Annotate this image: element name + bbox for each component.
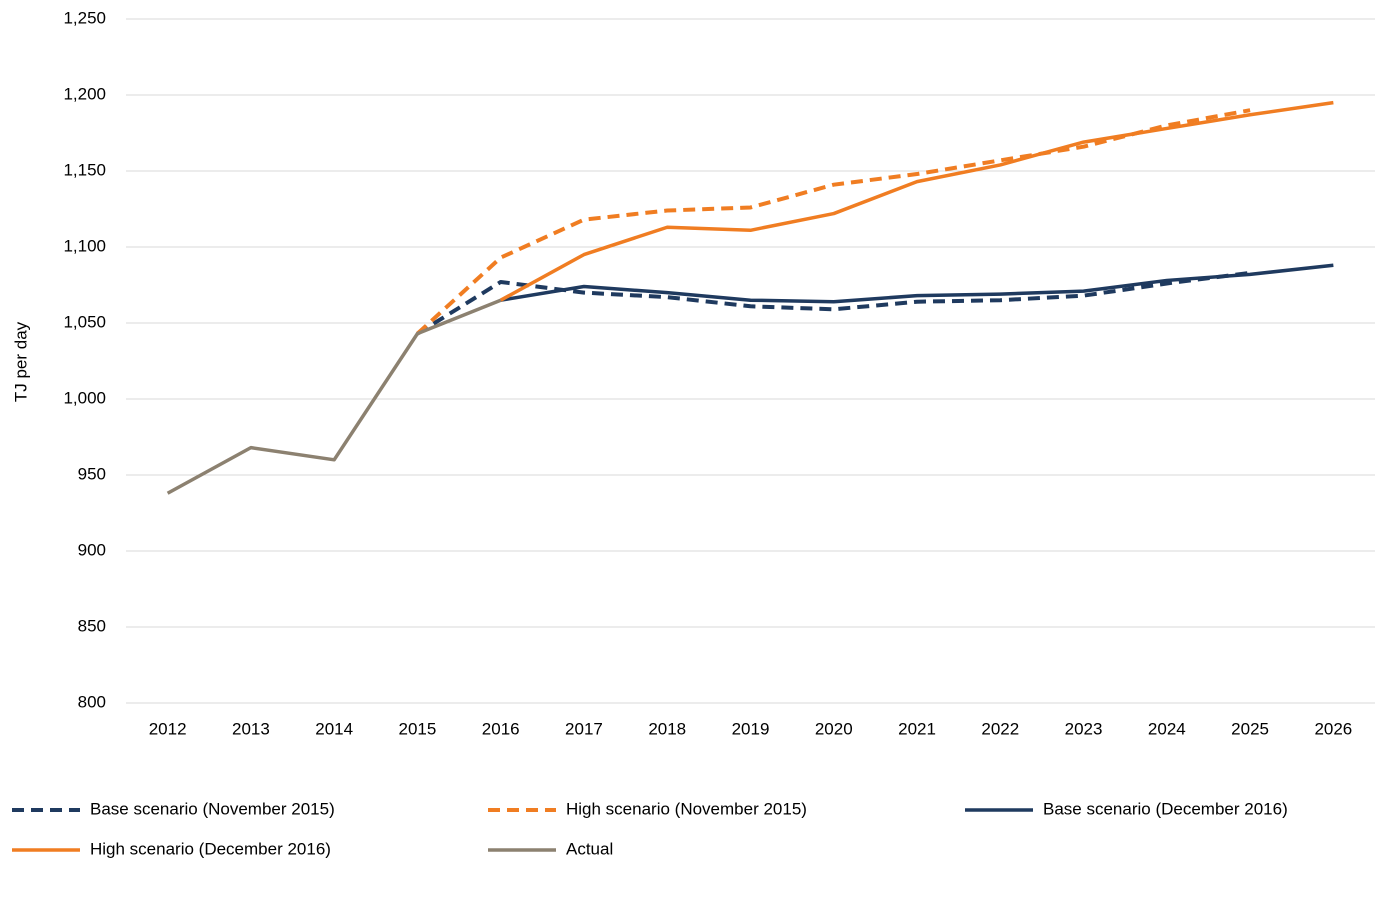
series-line	[500, 263, 1334, 304]
x-tick-label: 2022	[981, 719, 1019, 738]
legend-label: Actual	[566, 839, 613, 858]
y-tick-label: 850	[78, 616, 106, 635]
legend-label: Base scenario (December 2016)	[1043, 799, 1288, 818]
y-tick-label: 1,000	[63, 388, 106, 407]
y-tick-label: 1,050	[63, 312, 106, 331]
series-line	[416, 108, 1251, 336]
legend-label: Base scenario (November 2015)	[90, 799, 335, 818]
y-tick-label: 1,200	[63, 84, 106, 103]
x-tick-label: 2016	[482, 719, 520, 738]
x-tick-label: 2026	[1314, 719, 1352, 738]
x-tick-label: 2013	[232, 719, 270, 738]
legend-label: High scenario (December 2016)	[90, 839, 331, 858]
x-tick-label: 2018	[648, 719, 686, 738]
y-tick-label: 1,150	[63, 160, 106, 179]
y-tick-label: 800	[78, 692, 106, 711]
legend-label: High scenario (November 2015)	[566, 799, 807, 818]
x-tick-label: 2024	[1148, 719, 1186, 738]
x-tick-label: 2025	[1231, 719, 1269, 738]
series-line	[416, 270, 1251, 336]
x-tick-label: 2017	[565, 719, 603, 738]
y-tick-label: 950	[78, 464, 106, 483]
series-line	[166, 298, 502, 495]
x-tick-label: 2012	[149, 719, 187, 738]
y-axis-label: TJ per day	[11, 321, 30, 402]
x-tick-label: 2019	[732, 719, 770, 738]
x-tick-label: 2023	[1065, 719, 1103, 738]
x-tick-label: 2014	[315, 719, 353, 738]
x-tick-label: 2015	[399, 719, 437, 738]
y-tick-label: 1,250	[63, 8, 106, 27]
y-tick-label: 900	[78, 540, 106, 559]
x-tick-label: 2021	[898, 719, 936, 738]
y-tick-label: 1,100	[63, 236, 106, 255]
x-tick-label: 2020	[815, 719, 853, 738]
series-line	[499, 100, 1334, 302]
